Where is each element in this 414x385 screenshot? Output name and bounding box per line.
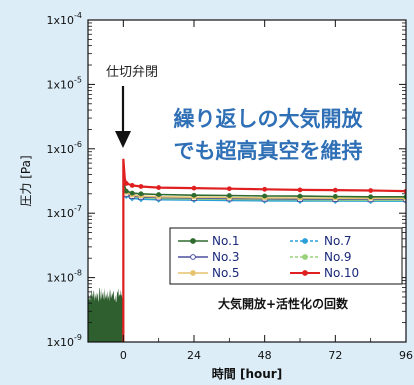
legend-label-No.1: No.1	[212, 234, 240, 248]
x-tick-label: 48	[258, 349, 272, 362]
series-point-No.1	[297, 193, 303, 199]
legend-label-No.9: No.9	[324, 250, 352, 264]
series-line-No.10	[122, 158, 406, 342]
y-axis-title: 圧力 [Pa]	[19, 155, 33, 206]
series-point-No.10	[297, 187, 303, 193]
legend-marker-No.7	[302, 238, 308, 244]
series-point-No.1	[129, 190, 135, 196]
x-axis-title: 時間 [hour]	[212, 366, 282, 381]
series-point-No.10	[262, 186, 268, 192]
legend-title: 大気開放+活性化の回数	[218, 296, 349, 311]
y-tick-label: 1x10-8	[47, 269, 83, 285]
series-point-No.1	[138, 191, 144, 197]
y-tick-label: 1x10-6	[47, 140, 83, 156]
series-point-No.5	[403, 195, 406, 201]
plot-frame	[87, 19, 407, 343]
legend-marker-No.5	[190, 270, 196, 276]
y-tick-label: 1x10-9	[47, 333, 83, 349]
legend-marker-No.9	[302, 254, 308, 260]
baseline-pressure-region	[88, 287, 124, 342]
series-point-No.1	[191, 192, 197, 198]
series-point-No.10	[191, 185, 197, 191]
series-point-No.10	[138, 184, 144, 189]
series-point-No.1	[156, 192, 162, 197]
legend-label-No.7: No.7	[324, 234, 352, 248]
x-tick-label: 72	[328, 349, 342, 362]
headline-line-2: でも超高真空を維持	[174, 139, 363, 163]
series-point-No.10	[368, 188, 374, 193]
legend-label-No.5: No.5	[212, 266, 240, 280]
valve-closed-arrow-head	[115, 131, 131, 148]
series-point-No.10	[226, 186, 232, 192]
legend-marker-No.3	[190, 254, 196, 260]
series-line-No.1	[122, 163, 406, 342]
valve-closed-annotation: 仕切弁閉	[106, 65, 158, 80]
series-point-No.1	[262, 193, 268, 199]
headline-line-1: 繰り返しの大気開放	[174, 107, 364, 131]
plot-layer	[88, 158, 406, 342]
series-point-No.10	[129, 183, 135, 188]
x-tick-label: 0	[120, 349, 127, 362]
x-tick-label: 96	[399, 349, 413, 362]
legend-marker-No.10	[302, 270, 308, 276]
legend-label-No.10: No.10	[324, 266, 359, 280]
series-point-No.1	[368, 194, 374, 200]
series-point-No.10	[332, 187, 338, 193]
legend: No.1 No.7 No.3 No.9 No.5 No.10	[169, 227, 403, 285]
x-axis: 0 24 48 72 96	[120, 20, 413, 362]
series-point-No.10	[123, 181, 129, 186]
series-point-No.1	[123, 188, 129, 194]
legend-box	[169, 227, 403, 285]
legend-label-No.3: No.3	[212, 250, 240, 264]
series-point-No.10	[156, 185, 162, 190]
series-point-No.1	[226, 193, 232, 198]
y-tick-label: 1x10-7	[47, 204, 83, 220]
x-tick-label: 24	[187, 349, 201, 362]
y-tick-label: 1x10-5	[47, 75, 83, 91]
y-axis: 1x10-9 1x10-8 1x10-7 1x10-6 1x10-5 1x10-4	[47, 11, 406, 349]
plot-area	[88, 20, 406, 342]
series-point-No.1	[332, 194, 338, 199]
y-tick-label: 1x10-4	[47, 11, 83, 27]
legend-marker-No.1	[190, 238, 196, 244]
